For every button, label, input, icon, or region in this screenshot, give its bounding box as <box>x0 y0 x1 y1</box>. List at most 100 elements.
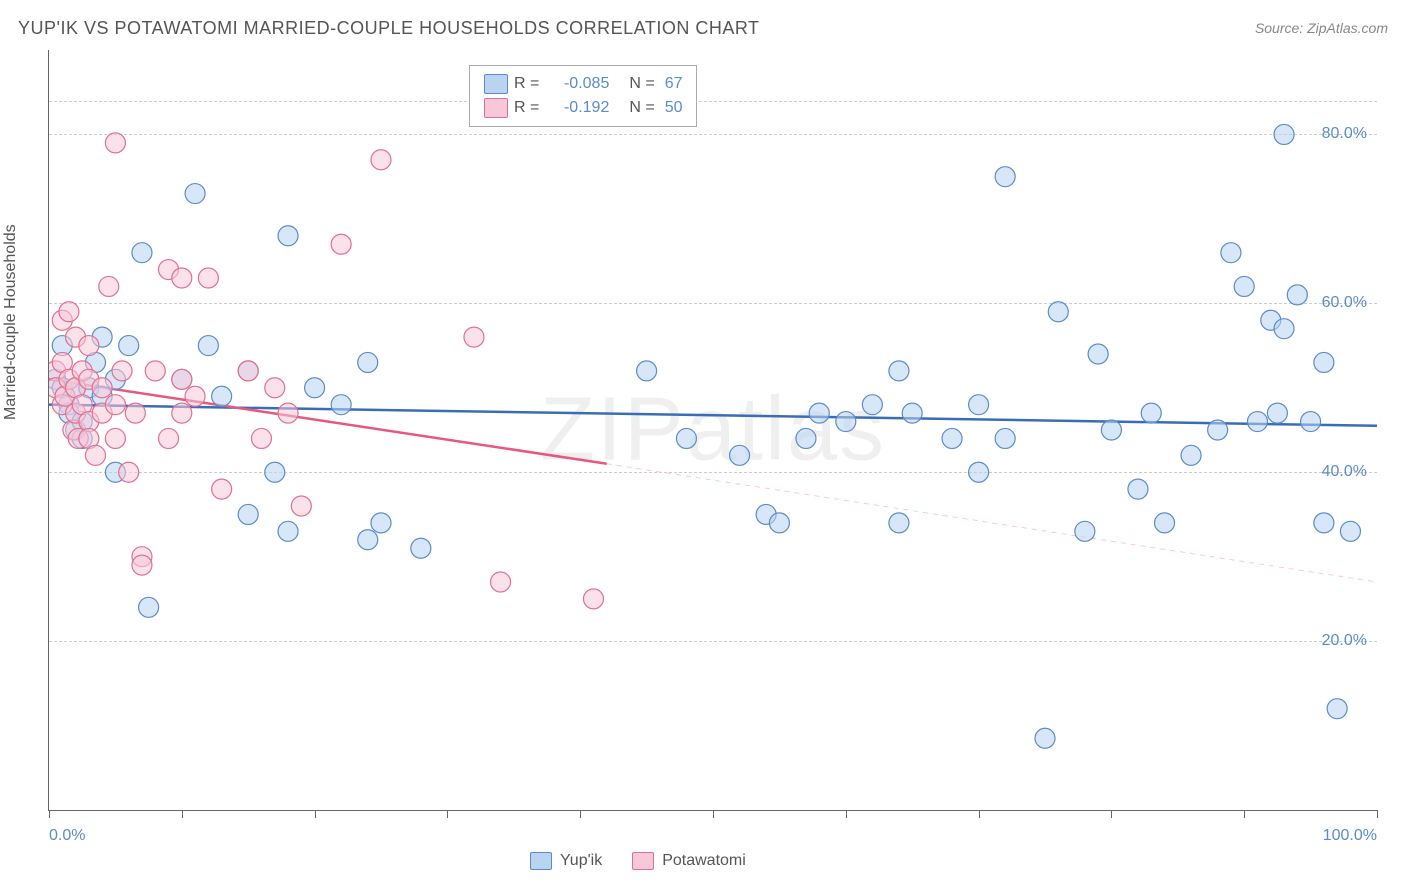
scatter-point <box>411 538 431 558</box>
scatter-point <box>291 496 311 516</box>
scatter-point <box>185 184 205 204</box>
x-tick <box>713 810 714 818</box>
scatter-point <box>371 150 391 170</box>
scatter-point <box>92 378 112 398</box>
scatter-point <box>889 361 909 381</box>
scatter-point <box>358 352 378 372</box>
bottom-legend: Yup'ik Potawatomi <box>530 852 746 870</box>
scatter-point <box>119 462 139 482</box>
scatter-point <box>358 530 378 550</box>
scatter-point <box>1287 285 1307 305</box>
scatter-point <box>331 395 351 415</box>
legend-swatch <box>632 852 654 870</box>
scatter-point <box>139 597 159 617</box>
scatter-point <box>212 386 232 406</box>
scatter-point <box>1221 243 1241 263</box>
scatter-point <box>836 412 856 432</box>
legend-label: Yup'ik <box>560 852 602 870</box>
scatter-point <box>172 403 192 423</box>
scatter-point <box>730 445 750 465</box>
scatter-point <box>995 167 1015 187</box>
legend-label: Potawatomi <box>662 852 746 870</box>
scatter-point <box>1208 420 1228 440</box>
scatter-point <box>278 403 298 423</box>
scatter-point <box>265 378 285 398</box>
scatter-point <box>251 428 271 448</box>
chart-title: YUP'IK VS POTAWATOMI MARRIED-COUPLE HOUS… <box>18 18 760 39</box>
scatter-point <box>105 395 125 415</box>
scatter-point <box>238 361 258 381</box>
scatter-point <box>1035 728 1055 748</box>
y-axis-label: Married-couple Households <box>2 224 20 420</box>
scatter-point <box>125 403 145 423</box>
legend-swatch <box>530 852 552 870</box>
scatter-point <box>1181 445 1201 465</box>
scatter-point <box>676 428 696 448</box>
scatter-point <box>172 268 192 288</box>
scatter-point <box>969 395 989 415</box>
scatter-point <box>265 462 285 482</box>
x-tick <box>447 810 448 818</box>
scatter-point <box>491 572 511 592</box>
scatter-point <box>1128 479 1148 499</box>
scatter-point <box>862 395 882 415</box>
scatter-point <box>212 479 232 499</box>
scatter-point <box>995 428 1015 448</box>
x-tick <box>580 810 581 818</box>
scatter-point <box>371 513 391 533</box>
scatter-point <box>769 513 789 533</box>
scatter-point <box>85 445 105 465</box>
plot-area: ZIPatlas 20.0%40.0%60.0%80.0% R = -0.085… <box>48 50 1377 811</box>
scatter-point <box>1327 699 1347 719</box>
x-tick <box>1377 810 1378 818</box>
scatter-point <box>1314 513 1334 533</box>
scatter-point <box>1314 352 1334 372</box>
scatter-point <box>902 403 922 423</box>
scatter-point <box>278 226 298 246</box>
x-axis-label-right: 100.0% <box>1323 827 1377 845</box>
x-tick <box>182 810 183 818</box>
scatter-point <box>159 428 179 448</box>
source-label: Source: ZipAtlas.com <box>1255 20 1388 36</box>
scatter-point <box>185 386 205 406</box>
scatter-point <box>969 462 989 482</box>
scatter-point <box>119 336 139 356</box>
scatter-point <box>331 234 351 254</box>
scatter-point <box>105 428 125 448</box>
scatter-points-svg <box>49 50 1377 810</box>
scatter-point <box>99 276 119 296</box>
scatter-point <box>1340 521 1360 541</box>
scatter-point <box>1274 319 1294 339</box>
scatter-point <box>105 133 125 153</box>
scatter-point <box>942 428 962 448</box>
scatter-point <box>172 369 192 389</box>
scatter-point <box>238 504 258 524</box>
bottom-legend-item: Potawatomi <box>632 852 746 870</box>
scatter-point <box>1088 344 1108 364</box>
x-tick <box>1111 810 1112 818</box>
scatter-point <box>59 302 79 322</box>
scatter-point <box>1155 513 1175 533</box>
x-tick <box>49 810 50 818</box>
x-tick <box>846 810 847 818</box>
scatter-point <box>1247 412 1267 432</box>
scatter-point <box>198 268 218 288</box>
x-tick <box>315 810 316 818</box>
scatter-point <box>278 521 298 541</box>
scatter-point <box>1267 403 1287 423</box>
scatter-point <box>1048 302 1068 322</box>
scatter-point <box>637 361 657 381</box>
scatter-point <box>132 555 152 575</box>
x-tick <box>1244 810 1245 818</box>
scatter-point <box>305 378 325 398</box>
scatter-point <box>1141 403 1161 423</box>
scatter-point <box>464 327 484 347</box>
scatter-point <box>583 589 603 609</box>
scatter-point <box>132 243 152 263</box>
scatter-point <box>1301 412 1321 432</box>
scatter-point <box>1101 420 1121 440</box>
scatter-point <box>198 336 218 356</box>
scatter-point <box>145 361 165 381</box>
scatter-point <box>1075 521 1095 541</box>
bottom-legend-item: Yup'ik <box>530 852 602 870</box>
